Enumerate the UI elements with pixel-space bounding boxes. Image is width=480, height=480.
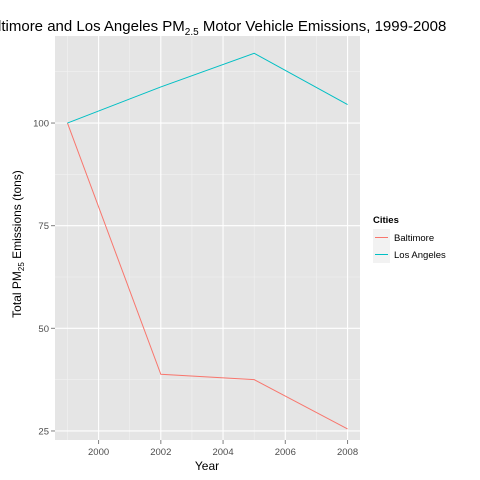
legend-label-los-angeles: Los Angeles	[394, 250, 446, 261]
legend: Cities Baltimore Los Angeles	[373, 215, 446, 263]
grid-minor	[55, 36, 360, 440]
legend-title: Cities	[373, 215, 399, 226]
series-line-baltimore	[66, 122, 348, 430]
y-axis: 25 50 75 100	[33, 119, 55, 437]
series-lines	[66, 52, 348, 430]
x-tick-label: 2002	[150, 447, 171, 458]
x-tick-label: 2004	[212, 447, 233, 458]
y-axis-title-subscript: 25	[17, 262, 26, 271]
x-axis-title: Year	[195, 459, 219, 473]
chart-title-subscript: 2.5	[185, 27, 199, 38]
y-tick-label: 50	[38, 324, 49, 335]
x-tick-label: 2006	[275, 447, 296, 458]
y-axis-title-main: Total PM	[10, 271, 24, 318]
y-axis-title: Total PM25 Emissions (tons)	[10, 170, 26, 318]
chart-title-suffix: Motor Vehicle Emissions, 1999-2008	[199, 18, 447, 35]
x-axis: 2000 2002 2004 2006 2008	[88, 440, 358, 458]
y-axis-title-suffix: Emissions (tons)	[10, 170, 24, 262]
y-tick-label: 75	[38, 221, 49, 232]
legend-label-baltimore: Baltimore	[394, 233, 434, 244]
grid-major	[55, 36, 360, 440]
legend-items: Baltimore Los Angeles	[373, 229, 446, 263]
x-tick-label: 2000	[88, 447, 109, 458]
x-tick-label: 2008	[337, 447, 358, 458]
series-line-los-angeles	[67, 52, 348, 124]
plot-panel	[55, 36, 360, 440]
chart-title: Baltimore and Los Angeles PM2.5 Motor Ve…	[0, 18, 446, 38]
chart-title-main: Baltimore and Los Angeles PM	[0, 18, 185, 35]
y-tick-label: 100	[33, 119, 49, 130]
y-tick-label: 25	[38, 426, 49, 437]
